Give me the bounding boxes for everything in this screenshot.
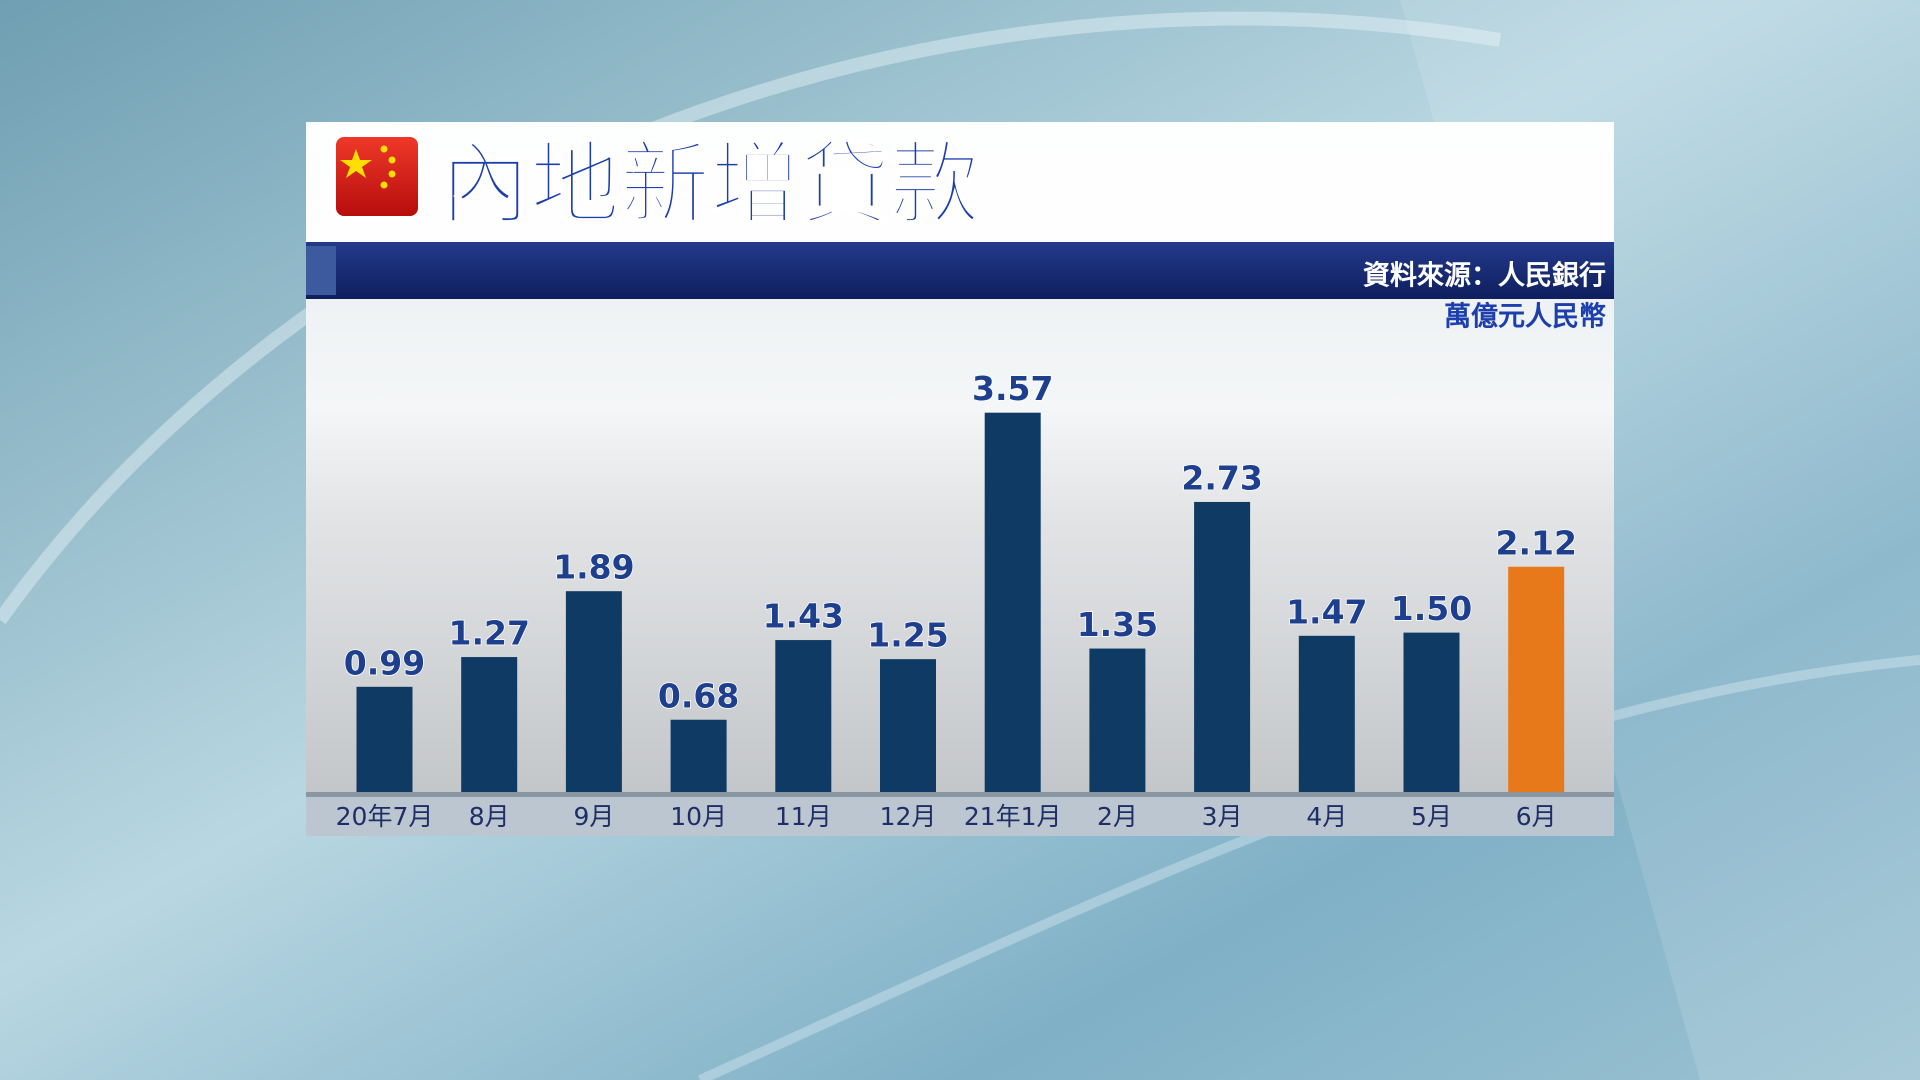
chart-title: 內地新增貸款	[440, 132, 980, 237]
bar	[1403, 632, 1460, 792]
value-label: 1.27	[448, 614, 529, 653]
bar	[356, 686, 413, 792]
bar	[880, 659, 936, 792]
value-label: 2.73	[1181, 458, 1262, 497]
unit-label: 萬億元人民幣	[1444, 302, 1606, 333]
x-tick-label: 9月	[573, 802, 614, 831]
x-tick-label: 3月	[1202, 802, 1243, 831]
source-note: 資料來源：人民銀行	[1363, 260, 1606, 292]
bar	[1298, 635, 1355, 792]
category-strip	[306, 796, 1614, 836]
x-tick-label: 6月	[1516, 802, 1557, 831]
value-label: 1.47	[1286, 592, 1367, 631]
value-label: 1.50	[1391, 589, 1472, 628]
x-tick-label: 4月	[1306, 802, 1347, 831]
flag-star	[340, 149, 372, 178]
value-label: 2.12	[1495, 523, 1576, 562]
bar	[1508, 566, 1565, 792]
value-label: 3.57	[972, 369, 1053, 408]
x-tick-label: 5月	[1411, 802, 1452, 831]
flag-star	[380, 181, 388, 189]
x-tick-label: 12月	[880, 802, 937, 831]
flag-star	[380, 145, 388, 153]
flag-star	[388, 170, 396, 178]
title-band	[306, 122, 1614, 242]
x-tick-label: 2月	[1097, 802, 1138, 831]
value-label: 0.68	[658, 676, 739, 715]
band-accent	[306, 246, 336, 295]
bar	[775, 640, 832, 792]
bar	[461, 657, 518, 792]
chart-panel	[306, 122, 1614, 836]
bar	[670, 719, 727, 792]
value-label: 0.99	[344, 643, 425, 682]
value-label: 1.35	[1077, 605, 1158, 644]
baseline	[306, 792, 1614, 797]
value-label: 1.43	[763, 597, 844, 636]
x-tick-label: 21年1月	[964, 802, 1062, 831]
x-tick-label: 20年7月	[336, 802, 434, 831]
value-label: 1.89	[553, 548, 634, 587]
x-tick-label: 11月	[775, 802, 832, 831]
source-band	[306, 242, 1614, 299]
x-tick-label: 8月	[469, 802, 510, 831]
flag-star	[388, 156, 396, 164]
x-tick-label: 10月	[670, 802, 727, 831]
bar	[984, 412, 1041, 792]
bar	[565, 591, 622, 792]
bar	[1194, 501, 1251, 792]
bar	[1089, 648, 1146, 792]
value-label: 1.25	[867, 616, 948, 655]
